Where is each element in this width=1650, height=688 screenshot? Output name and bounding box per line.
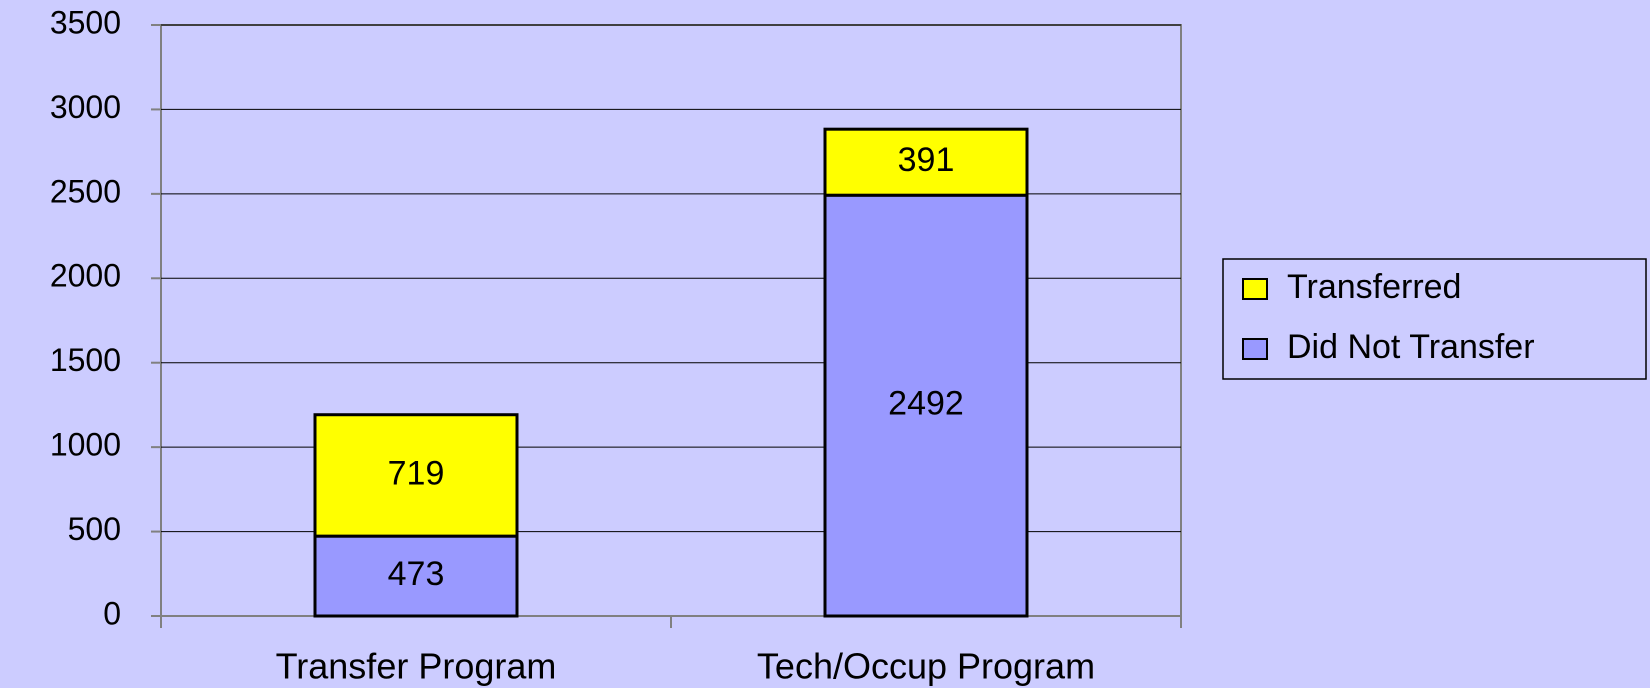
bar-segment — [313, 534, 519, 618]
legend-swatch — [1242, 278, 1268, 300]
legend-box — [1222, 258, 1647, 380]
y-tick-label: 500 — [68, 511, 121, 547]
legend-swatch — [1242, 338, 1268, 360]
y-tick-label: 1000 — [50, 427, 121, 463]
bar-segment — [823, 193, 1029, 618]
data-label: 2492 — [888, 385, 964, 423]
data-label: 719 — [388, 454, 445, 492]
bar-segment — [313, 413, 519, 538]
y-tick-label: 1500 — [50, 342, 121, 378]
x-tick-label: Tech/Occup Program — [757, 646, 1095, 687]
legend-label: Transferred — [1287, 268, 1461, 306]
legend-label: Did Not Transfer — [1287, 328, 1535, 366]
data-label: 473 — [388, 555, 445, 593]
x-tick-label: Transfer Program — [276, 646, 557, 687]
y-tick-label: 0 — [103, 595, 121, 631]
y-tick-label: 2500 — [50, 173, 121, 209]
y-tick-label: 3000 — [50, 89, 121, 125]
data-label: 391 — [898, 141, 955, 179]
y-tick-label: 2000 — [50, 258, 121, 294]
bar-segment — [823, 127, 1029, 197]
y-tick-label: 3500 — [50, 4, 121, 40]
